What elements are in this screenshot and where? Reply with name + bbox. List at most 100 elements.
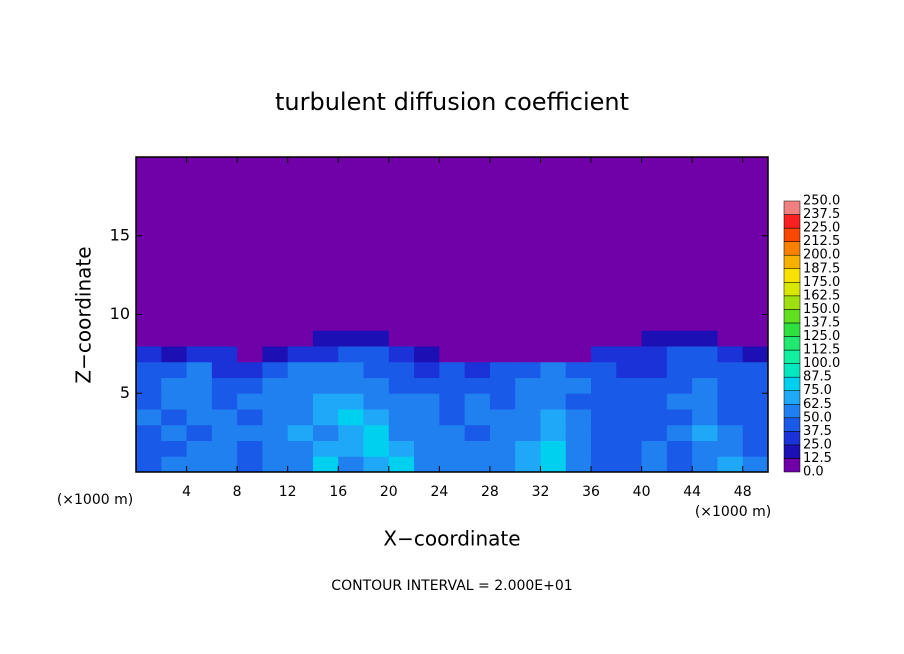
cell	[262, 424, 289, 441]
cell	[338, 456, 365, 473]
cell	[338, 361, 365, 378]
cell	[186, 424, 213, 441]
colorbar-label: 112.5	[803, 343, 840, 358]
cell	[363, 377, 390, 394]
cell	[540, 361, 567, 378]
cell	[136, 409, 162, 426]
cell	[186, 409, 213, 426]
x-tick-label: 32	[532, 484, 550, 500]
cell	[262, 409, 289, 426]
cell	[464, 377, 491, 394]
cell	[363, 330, 390, 347]
cell	[237, 346, 263, 363]
cell	[692, 346, 718, 363]
cell	[262, 440, 289, 457]
chart-title: turbulent diffusion coefficient	[275, 88, 629, 116]
cell	[439, 330, 466, 347]
cell	[717, 409, 744, 426]
cell	[287, 157, 314, 331]
cell	[211, 393, 238, 410]
x-tick-label: 20	[380, 484, 398, 500]
cell	[262, 361, 289, 378]
cell	[287, 424, 314, 441]
cell	[540, 409, 567, 426]
cell	[338, 409, 365, 426]
cell	[363, 424, 390, 441]
cell	[312, 377, 339, 394]
cell	[136, 424, 162, 441]
cell	[489, 424, 516, 441]
colorbar-band	[783, 417, 801, 432]
cell	[186, 157, 213, 331]
cell	[692, 409, 718, 426]
cell	[287, 440, 314, 457]
cell	[312, 456, 339, 473]
cell	[338, 330, 365, 347]
colorbar-label: 50.0	[803, 410, 832, 425]
cell	[717, 330, 744, 347]
cell	[591, 361, 617, 378]
cell	[641, 377, 668, 394]
cell	[742, 330, 769, 347]
cell	[641, 361, 668, 378]
cell	[489, 346, 516, 363]
colorbar-label: 187.5	[803, 261, 840, 276]
cell	[515, 456, 541, 473]
y-tick-label: 5	[120, 383, 130, 402]
cell	[565, 346, 592, 363]
cell	[565, 330, 592, 347]
cell	[489, 377, 516, 394]
cell	[414, 330, 440, 347]
cell	[464, 424, 491, 441]
cell	[616, 440, 643, 457]
cell	[717, 424, 744, 441]
cell	[161, 361, 188, 378]
cell	[666, 157, 693, 331]
y-tick-label: 10	[110, 304, 130, 323]
cell	[641, 456, 668, 473]
cell	[211, 346, 238, 363]
colorbar-label: 37.5	[803, 424, 832, 439]
cell	[489, 440, 516, 457]
cell	[591, 424, 617, 441]
cell	[161, 346, 188, 363]
cell	[439, 409, 466, 426]
cell	[363, 409, 390, 426]
cell	[666, 393, 693, 410]
cell	[388, 330, 415, 347]
cell	[439, 456, 466, 473]
cell	[666, 424, 693, 441]
cell	[692, 393, 718, 410]
colorbar-label: 175.0	[803, 275, 840, 290]
cell	[717, 346, 744, 363]
x-tick-label: 12	[279, 484, 297, 500]
cell	[464, 456, 491, 473]
cell	[287, 456, 314, 473]
cell	[692, 361, 718, 378]
cell	[540, 393, 567, 410]
cell	[742, 440, 769, 457]
cell	[338, 157, 365, 331]
colorbar-band	[783, 309, 801, 324]
cell	[515, 393, 541, 410]
cell	[414, 346, 440, 363]
cell	[136, 377, 162, 394]
cell	[540, 377, 567, 394]
cell	[641, 409, 668, 426]
cell	[262, 377, 289, 394]
cell	[312, 361, 339, 378]
colorbar-band	[783, 227, 801, 242]
colorbar-band	[783, 254, 801, 269]
cell	[186, 330, 213, 347]
colorbar-band	[783, 214, 801, 229]
cell	[414, 361, 440, 378]
colorbar-label: 62.5	[803, 397, 832, 412]
colorbar-band	[783, 363, 801, 378]
cell	[666, 456, 693, 473]
cell	[388, 424, 415, 441]
x-unit: (×1000 m)	[695, 504, 771, 520]
cell	[439, 361, 466, 378]
cell	[414, 409, 440, 426]
cell	[262, 346, 289, 363]
cell	[616, 361, 643, 378]
